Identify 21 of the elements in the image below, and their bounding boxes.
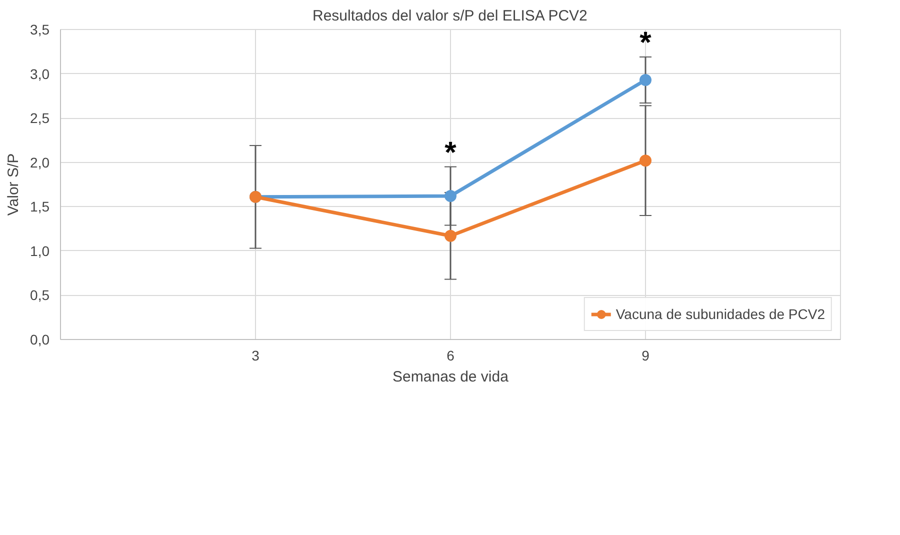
point	[640, 74, 652, 86]
chart-title: Resultados del valor s/P del ELISA PCV2	[312, 8, 588, 24]
y-tick-label: 3,0	[30, 66, 50, 82]
y-tick-label: 1,5	[30, 198, 50, 215]
y-tick-label: 2,5	[30, 110, 50, 126]
y-tick-label: 0,5	[30, 287, 50, 304]
point	[444, 190, 456, 202]
x-tick-label: 3	[252, 348, 260, 364]
y-tick-label: 1,0	[30, 242, 50, 259]
x-tick-label: 9	[642, 348, 650, 364]
legend-label: Vacuna de subunidades de PCV2	[616, 306, 825, 322]
point	[640, 154, 652, 167]
point	[444, 230, 456, 242]
x-axis-title: Semanas de vida	[392, 368, 510, 386]
y-tick-label: 3,5	[30, 22, 50, 38]
annotation: *	[640, 26, 652, 60]
y-axis-title: Valor S/P	[5, 153, 22, 216]
y-tick-label: 2,0	[30, 154, 50, 170]
annotation: *	[444, 136, 457, 170]
x-tick-label: 6	[446, 348, 455, 364]
y-tick-label: 0,0	[30, 332, 50, 348]
